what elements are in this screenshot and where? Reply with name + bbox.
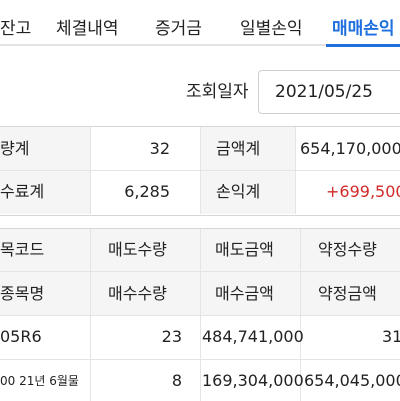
tab-trade-pnl[interactable]: 매매손익 [332,19,395,39]
tab-daily-pnl[interactable]: 일별손익 [240,19,303,39]
header-contract-amount: 약정금액 [318,284,377,303]
active-tab-indicator [326,44,400,47]
header-contract-qty: 약정수량 [318,240,377,259]
tab-divider [0,44,400,46]
header-item-code: 목코드 [0,240,45,259]
table-row-divider [0,359,400,360]
tab-bar: 잔고 체결내역 증거금 일별손익 매매손익 [0,0,400,48]
row-sell-qty: 23 [161,327,182,346]
total-pnl-value: +699,500 [326,182,400,201]
query-date-field[interactable]: 2021/05/25 [258,70,400,114]
total-amount-label: 금액계 [216,139,261,158]
header-buy-amount: 매수금액 [215,284,274,303]
tab-margin[interactable]: 증거금 [155,19,202,39]
total-amount-value: 654,170,000 [300,139,400,158]
table-row-divider [0,315,400,316]
tab-balance[interactable]: 잔고 [0,19,32,39]
tab-executions[interactable]: 체결내역 [56,19,119,39]
header-item-name: 종목명 [0,284,45,303]
row-sell-amount: 484,741,000 [202,327,304,346]
summary-row-divider [0,170,400,171]
query-date-label: 조회일자 [186,82,249,102]
header-buy-qty: 매수수량 [108,284,167,303]
total-qty-label: 량계 [0,139,30,158]
row-item-code[interactable]: 05R6 [0,327,42,346]
summary-grid: 량계 32 금액계 654,170,000 수료계 6,285 손익계 +699… [0,126,400,216]
trade-pnl-table: 목코드 매도수량 매도금액 약정수량 종목명 매수수량 매수금액 약정금액 05… [0,228,400,401]
header-sell-amount: 매도금액 [215,240,274,259]
table-row-divider [0,271,400,272]
header-sell-qty: 매도수량 [108,240,167,259]
row-buy-qty: 8 [171,371,182,390]
row-contract-qty: 31 [382,327,400,346]
total-fee-value: 6,285 [124,182,170,201]
row-item-name[interactable]: 00 21년 6월물 [0,374,79,388]
total-qty-value: 32 [149,139,170,158]
total-pnl-label: 손익계 [216,182,261,201]
total-fee-label: 수료계 [0,182,45,201]
row-buy-amount: 169,304,000 [202,371,304,390]
row-contract-amount: 654,045,000 [304,371,400,390]
